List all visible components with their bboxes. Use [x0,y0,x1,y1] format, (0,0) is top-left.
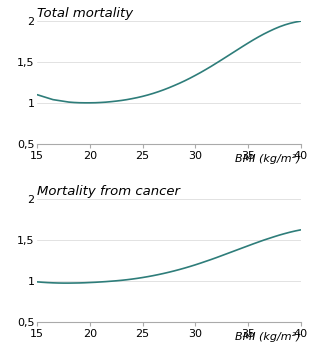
Text: Total mortality: Total mortality [37,7,133,20]
Text: Mortality from cancer: Mortality from cancer [37,185,180,198]
Text: BMI (kg/m²): BMI (kg/m²) [235,154,301,164]
Text: BMI (kg/m²): BMI (kg/m²) [235,332,301,342]
